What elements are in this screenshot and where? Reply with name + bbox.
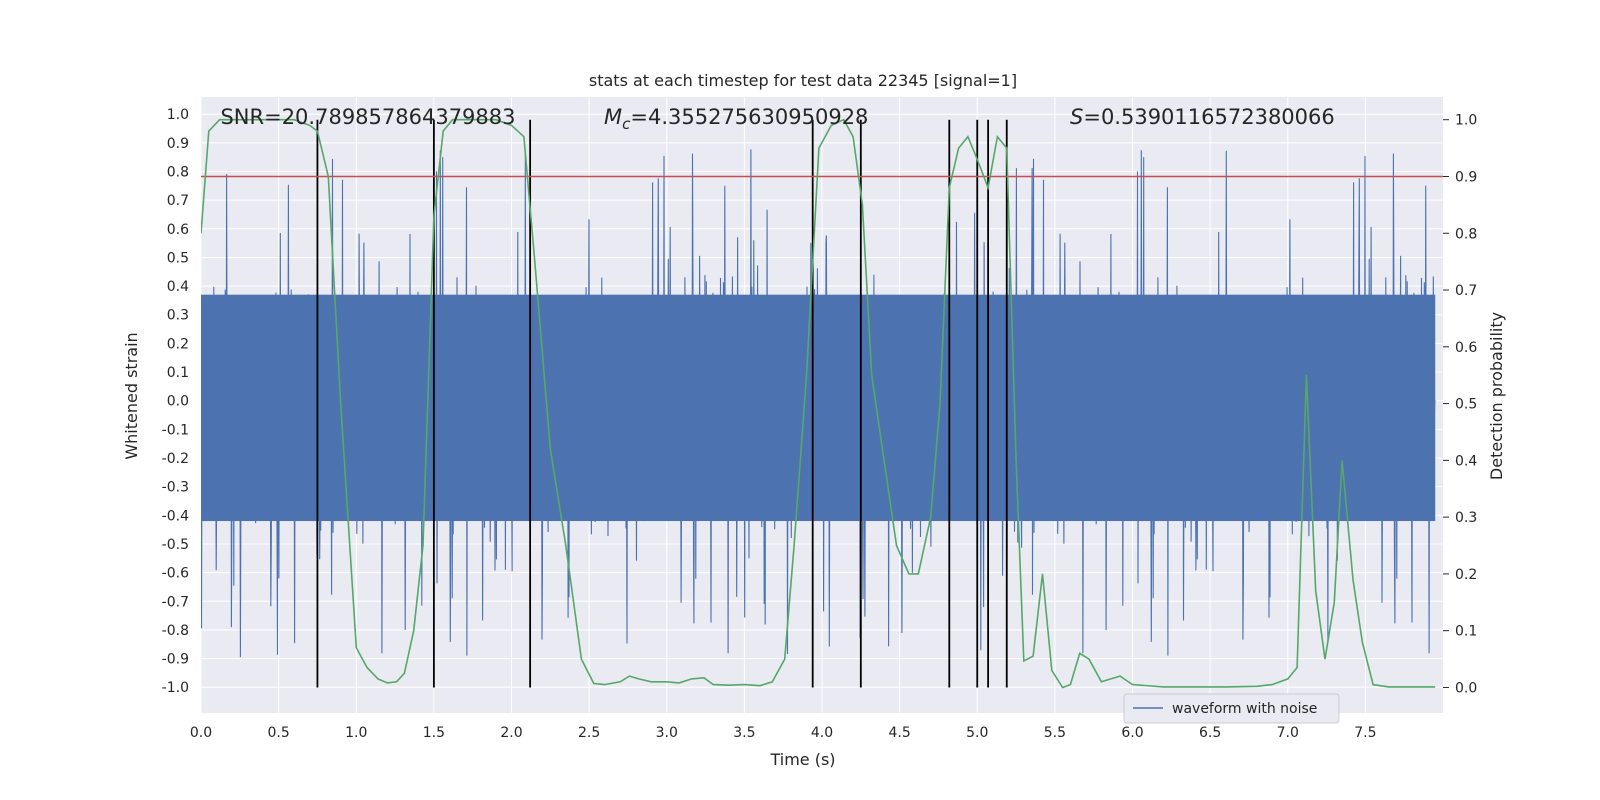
- y-left-tick-label: 0.6: [167, 222, 189, 238]
- x-tick-label: 4.0: [811, 725, 833, 741]
- y-left-tick-label: -0.3: [162, 480, 189, 496]
- y-right-tick-label: 0.5: [1455, 397, 1477, 413]
- y-left-tick-label: -0.7: [162, 594, 189, 610]
- x-tick-label: 1.5: [423, 725, 445, 741]
- x-axis-ticks: 0.0 0.5 1.0 1.5 2.0 2.5 3.0 3.5 4.0 4.5 5.0 5.5 6.0 6…: [190, 725, 1377, 741]
- y-right-tick-label: 0.7: [1455, 283, 1477, 299]
- x-tick-label: 1.0: [345, 725, 367, 741]
- x-tick-label: 5.5: [1044, 725, 1066, 741]
- snr-annotation: SNR=20.789857864379883: [220, 105, 515, 129]
- y-right-tick-label: 0.6: [1455, 340, 1477, 356]
- y-left-tick-label: -0.1: [162, 422, 189, 438]
- waveform-series: [201, 149, 1436, 658]
- y-right-axis-label: Detection probability: [1487, 312, 1506, 480]
- legend: waveform with noise: [1123, 693, 1340, 724]
- y-left-tick-label: -0.5: [162, 537, 189, 553]
- x-tick-label: 3.5: [733, 725, 755, 741]
- y-left-tick-label: -0.4: [162, 508, 189, 524]
- y-left-tick-label: 0.5: [167, 250, 189, 266]
- y-right-tick-label: 0.1: [1455, 624, 1477, 640]
- y-left-tick-label: -1.0: [162, 680, 189, 696]
- legend-box: [1123, 693, 1340, 724]
- y-right-tick-label: 0.4: [1455, 453, 1477, 469]
- chirp-mass-subscript: c: [622, 115, 631, 133]
- y-left-axis-label: Whitened strain: [122, 332, 141, 459]
- y-right-tick-label: 0.2: [1455, 567, 1477, 583]
- y-left-tick-label: -0.8: [162, 623, 189, 639]
- y-left-tick-label: -0.9: [162, 652, 189, 668]
- s-value: =0.5390116572380066: [1083, 105, 1334, 129]
- x-tick-label: 6.0: [1121, 725, 1143, 741]
- x-tick-label: 5.0: [966, 725, 988, 741]
- y-left-tick-label: -0.2: [162, 451, 189, 467]
- y-left-tick-label: 1.0: [167, 107, 189, 123]
- x-tick-label: 3.0: [656, 725, 678, 741]
- y-left-tick-label: 0.2: [167, 336, 189, 352]
- y-left-tick-label: 0.0: [167, 394, 189, 410]
- y-right-tick-label: 1.0: [1455, 113, 1477, 129]
- y-left-tick-label: 0.1: [167, 365, 189, 381]
- y-right-tick-label: 0.0: [1455, 680, 1477, 696]
- y-left-tick-label: 0.9: [167, 136, 189, 152]
- y-left-tick-label: -0.6: [162, 566, 189, 582]
- x-tick-label: 2.5: [578, 725, 600, 741]
- legend-entry: waveform with noise: [1172, 701, 1317, 717]
- x-tick-label: 7.5: [1354, 725, 1376, 741]
- y-left-axis-ticks: 1.0 0.9 0.8 0.7 0.6 0.5 0.4 0.3 0.2 0.1 0.0 -0.1 -0.…: [162, 107, 189, 696]
- chirp-mass-symbol: M: [604, 105, 622, 129]
- waveform-core-band: [201, 294, 1436, 522]
- chirp-mass-value: =4.355275630950928: [630, 105, 868, 129]
- x-tick-label: 7.0: [1277, 725, 1299, 741]
- y-right-tick-label: 0.9: [1455, 169, 1477, 185]
- x-tick-label: 6.5: [1199, 725, 1221, 741]
- y-left-tick-label: 0.4: [167, 279, 189, 295]
- chirp-mass-annotation: Mc=4.355275630950928: [604, 105, 868, 133]
- s-symbol: S: [1070, 105, 1083, 129]
- y-left-tick-label: 0.3: [167, 308, 189, 324]
- x-tick-label: 0.0: [190, 725, 212, 741]
- chart-title: stats at each timestep for test data 223…: [589, 71, 1017, 90]
- y-left-tick-label: 0.8: [167, 164, 189, 180]
- y-right-tick-label: 0.8: [1455, 226, 1477, 242]
- s-annotation: S=0.5390116572380066: [1070, 105, 1335, 129]
- x-tick-label: 2.0: [500, 725, 522, 741]
- y-right-tick-label: 0.3: [1455, 510, 1477, 526]
- y-right-axis-ticks: 1.0 0.9 0.8 0.7 0.6 0.5 0.4 0.3 0.2 0.1 0.0: [1443, 113, 1477, 696]
- x-axis-label: Time (s): [769, 750, 835, 769]
- x-tick-label: 4.5: [888, 725, 910, 741]
- y-left-tick-label: 0.7: [167, 193, 189, 209]
- x-tick-label: 0.5: [267, 725, 289, 741]
- detection-probability-line: [201, 118, 1436, 689]
